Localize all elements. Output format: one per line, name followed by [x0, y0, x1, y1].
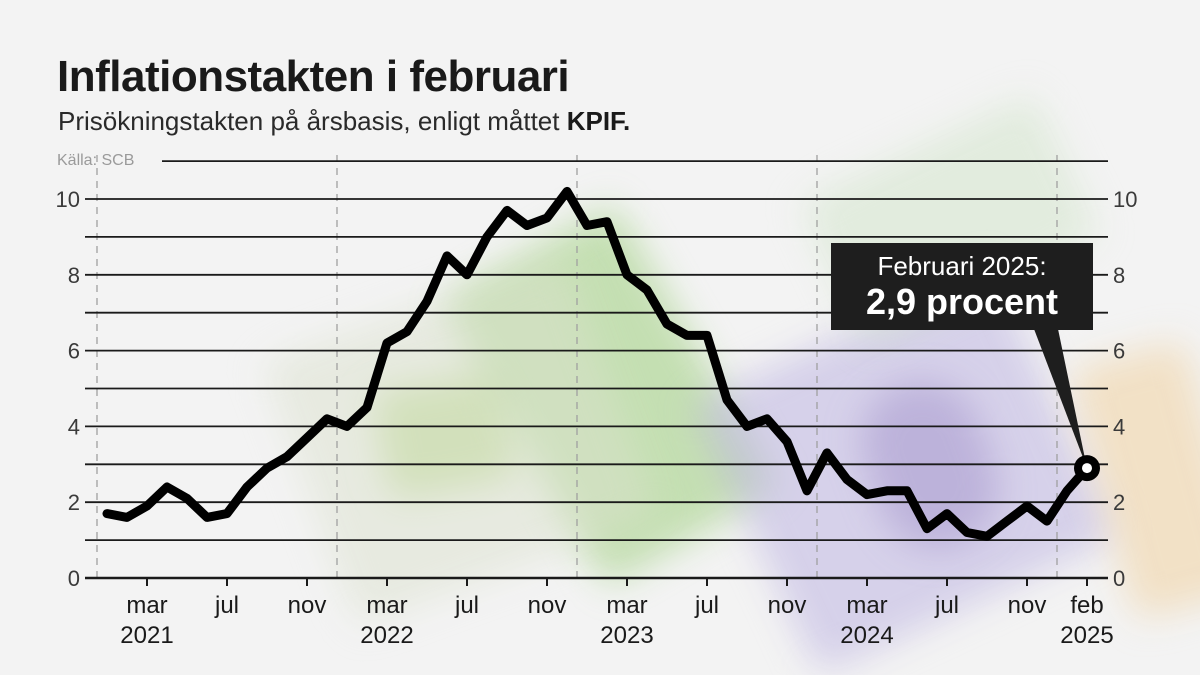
- y-tick-label-right: 0: [1113, 566, 1125, 591]
- x-tick-label-month: jul: [214, 592, 239, 619]
- y-tick-label-right: 10: [1113, 187, 1137, 212]
- x-tick-label-year: 2023: [600, 622, 653, 649]
- x-tick-label-month: nov: [1008, 592, 1047, 619]
- year-dividers: [96, 155, 1058, 578]
- chart-title: Inflationstakten i februari: [57, 52, 570, 101]
- y-axis-left: 0 2 4 6 8 10: [56, 187, 80, 591]
- callout-date: Februari 2025:: [877, 251, 1047, 281]
- x-tick-label-month: jul: [454, 592, 479, 619]
- chart-subtitle: Prisökningstakten på årsbasis, enligt må…: [58, 106, 630, 137]
- x-tick-label-month: nov: [288, 592, 327, 619]
- x-tick-label-year: 2025: [1060, 622, 1113, 649]
- source-label: Källa: SCB: [57, 152, 135, 169]
- y-tick-label-left: 8: [68, 263, 80, 288]
- subtitle-text: Prisökningstakten på årsbasis, enligt må…: [58, 106, 567, 136]
- y-tick-label-right: 4: [1113, 414, 1125, 439]
- y-tick-label-right: 6: [1113, 339, 1125, 364]
- callout-value: 2,9 procent: [865, 281, 1059, 322]
- callout-box: Februari 2025: 2,9 procent: [831, 243, 1093, 330]
- marker-center: [1082, 463, 1092, 474]
- y-tick-label-left: 0: [68, 566, 80, 591]
- x-tick-label-month: mar: [846, 592, 887, 619]
- y-tick-label-left: 6: [68, 339, 80, 364]
- x-tick-label-year: 2022: [360, 622, 413, 649]
- y-tick-label-left: 10: [56, 187, 80, 212]
- x-tick-label-month: jul: [934, 592, 959, 619]
- x-tick-label-month: feb: [1070, 592, 1103, 619]
- subtitle-measure: KPIF.: [566, 106, 631, 136]
- x-tick-label-month: mar: [126, 592, 167, 619]
- x-tick-label-month: nov: [528, 592, 567, 619]
- x-tick-label-month: nov: [768, 592, 807, 619]
- latest-value-marker: [1074, 455, 1100, 482]
- callout-pointer: [1034, 329, 1087, 469]
- x-axis: mar 2021 jul nov mar 2022 jul nov mar 2023 jul nov m…: [120, 578, 1114, 649]
- y-axis-right: 0 2 4 6 8 10: [1113, 187, 1137, 591]
- x-tick-label-year: 2021: [120, 622, 173, 649]
- y-tick-label-right: 2: [1113, 490, 1125, 515]
- y-tick-label-right: 8: [1113, 263, 1125, 288]
- kpif-line: [102, 186, 1092, 541]
- x-tick-label-month: mar: [366, 592, 407, 619]
- y-tick-label-left: 2: [68, 490, 80, 515]
- y-tick-label-left: 4: [68, 414, 80, 439]
- x-tick-label-month: mar: [606, 592, 647, 619]
- x-tick-label-year: 2024: [840, 622, 893, 649]
- x-tick-label-month: jul: [694, 592, 719, 619]
